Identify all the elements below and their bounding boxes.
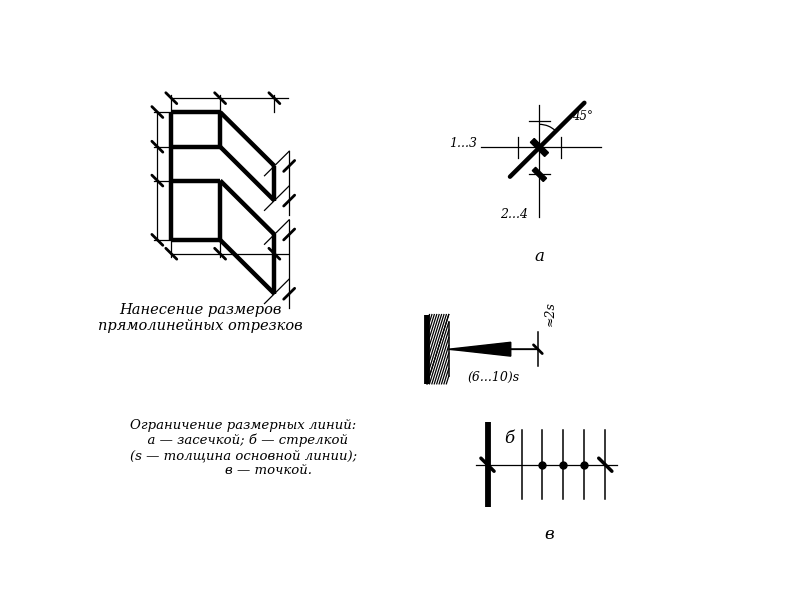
Polygon shape <box>532 167 546 181</box>
Text: ≈2s: ≈2s <box>544 301 557 326</box>
Polygon shape <box>530 139 549 157</box>
Text: Ограничение размерных линий:
  а — засечкой; б — стрелкой
(s — толщина основной : Ограничение размерных линий: а — засечко… <box>130 419 357 477</box>
Text: Нанесение размеров
прямолинейных отрезков: Нанесение размеров прямолинейных отрезко… <box>98 303 303 333</box>
Text: 1...3: 1...3 <box>450 137 478 150</box>
Text: 2...4: 2...4 <box>500 208 528 221</box>
Text: в: в <box>545 526 554 544</box>
Text: а: а <box>534 248 544 265</box>
Text: 45°: 45° <box>572 110 593 123</box>
Text: (6...10)s: (6...10)s <box>467 371 519 384</box>
Polygon shape <box>449 342 510 356</box>
Text: б: б <box>504 430 514 447</box>
